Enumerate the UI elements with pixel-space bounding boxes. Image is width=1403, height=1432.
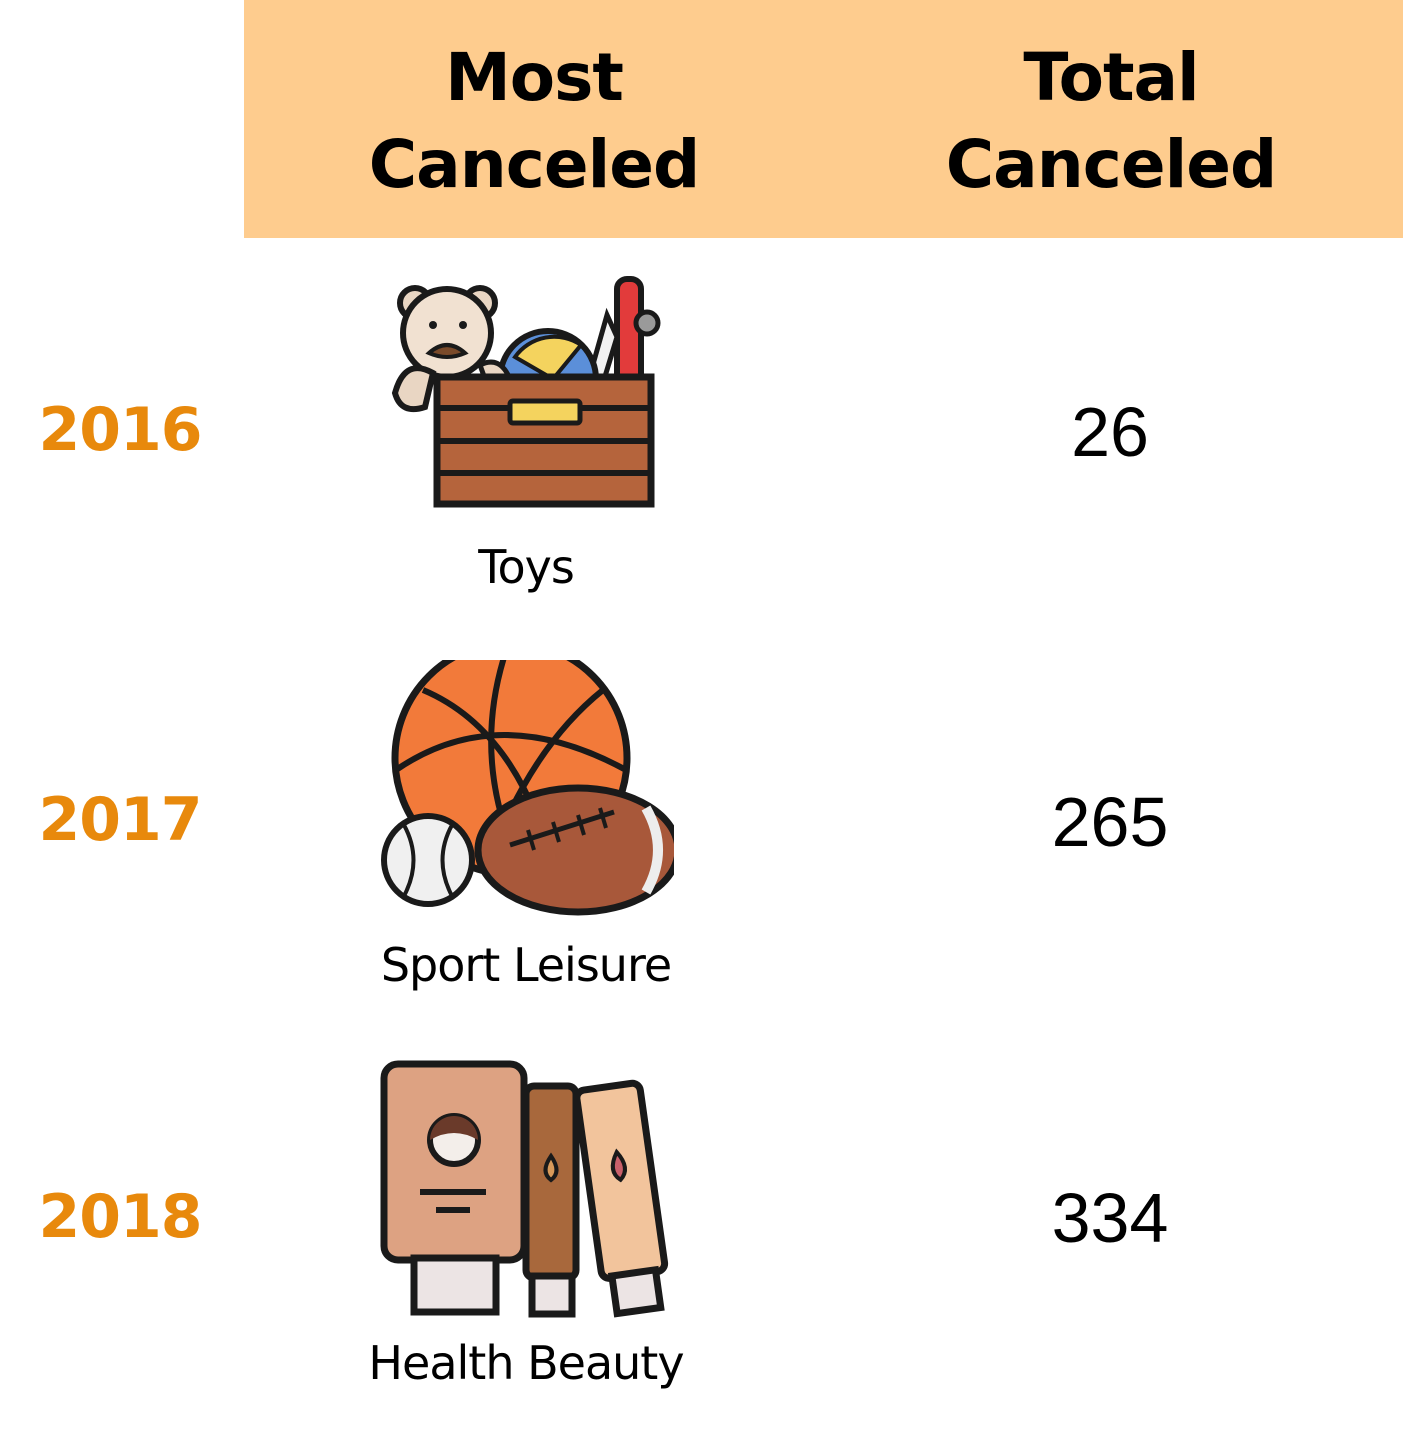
category-label: Toys	[478, 540, 575, 594]
total-value: 265	[1051, 783, 1169, 861]
header-line: Most	[445, 39, 624, 116]
year-label: 2017	[38, 785, 203, 855]
total-value: 26	[1071, 393, 1149, 471]
toy-box-icon	[391, 276, 661, 508]
category-label: Health Beauty	[368, 1336, 684, 1390]
category-label: Sport Leisure	[380, 938, 672, 992]
column-header-most-canceled: Most Canceled	[324, 34, 744, 208]
header-line: Canceled	[368, 126, 700, 203]
header-line: Canceled	[945, 126, 1277, 203]
table-header	[244, 0, 1403, 238]
year-label: 2016	[38, 395, 203, 465]
total-value: 334	[1051, 1179, 1169, 1257]
sports-balls-icon	[381, 660, 674, 916]
year-label: 2018	[38, 1182, 203, 1252]
column-header-total-canceled: Total Canceled	[901, 34, 1321, 208]
header-line: Total	[1023, 39, 1199, 116]
cosmetic-tubes-icon	[380, 1060, 669, 1318]
